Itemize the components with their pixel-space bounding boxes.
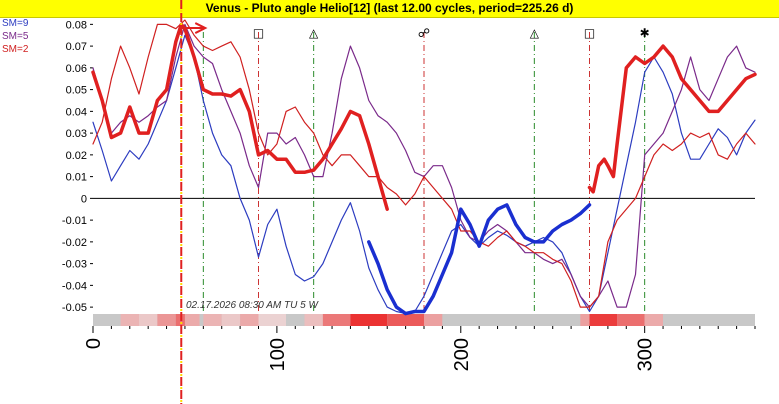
band-segment-3: [157, 314, 176, 326]
title-bar: [0, 0, 779, 18]
legend-sm2: SM=2: [2, 44, 29, 55]
band-segment-8: [221, 314, 241, 326]
band-segment-22: [663, 314, 755, 326]
y-tick-label: 0.01: [66, 172, 87, 184]
y-tick-label: 0.07: [66, 41, 87, 53]
aspect-glyph-240: △: [530, 26, 540, 40]
band-segment-5: [184, 314, 200, 326]
intensity-band: [93, 314, 755, 326]
band-segment-14: [350, 314, 388, 326]
band-segment-7: [203, 314, 222, 326]
y-tick-label: 0.04: [66, 106, 87, 118]
y-tick-label: 0: [81, 193, 87, 205]
y-axis: 0.08 0.07 0.06 0.05 0.04 0.03 0.02 0.01 0 -0.01 -0…: [62, 19, 755, 314]
series-lines: [91, 19, 757, 316]
time-cursor[interactable]: [179, 0, 208, 404]
x-axis: 0 100 200 300: [83, 326, 756, 371]
band-segment-18: [580, 314, 590, 326]
cursor-arrow-icon: [179, 22, 208, 34]
band-segment-19: [589, 314, 618, 326]
band-segment-11: [286, 314, 305, 326]
y-tick-label: 0.05: [66, 85, 87, 97]
chart-title: Venus - Pluto angle Helio[12] (last 12.0…: [205, 1, 574, 15]
aspect-glyph-120: △: [309, 26, 319, 40]
aspect-glyph-300: ✱: [640, 26, 650, 40]
band-segment-6: [199, 314, 204, 326]
band-segment-1: [120, 314, 139, 326]
series-bold-red-5: [587, 44, 757, 194]
x-tick-label: 200: [451, 338, 473, 371]
series-sm2: [92, 19, 756, 308]
cursor-date-label: 02.17.2026 08:30 AM TU 5 W: [186, 300, 318, 311]
y-tick-label: 0.02: [66, 150, 87, 162]
aspect-lines: □ △ ☍ △ □ ✱: [202, 26, 650, 314]
series-sm9: [92, 34, 756, 315]
series-bold-blue-4: [367, 203, 592, 316]
aspect-glyph-180: ☍: [418, 26, 430, 40]
band-segment-16: [424, 314, 443, 326]
aspect-glyph-270: □: [584, 26, 595, 40]
x-tick-label: 100: [267, 338, 289, 371]
y-tick-label: -0.03: [62, 259, 87, 271]
series-bold-red-3: [91, 22, 389, 211]
y-tick-label: 0.06: [66, 63, 87, 75]
y-tick-label: -0.01: [62, 215, 87, 227]
band-segment-20: [617, 314, 645, 326]
band-segment-15: [387, 314, 424, 326]
band-segment-10: [258, 314, 287, 326]
y-tick-label: 0.03: [66, 128, 87, 140]
y-tick-label: -0.02: [62, 237, 87, 249]
band-segment-17: [442, 314, 581, 326]
band-segment-9: [240, 314, 259, 326]
x-tick-label: 300: [635, 338, 657, 371]
aspect-glyph-90: □: [253, 26, 264, 40]
legend-sm5: SM=5: [2, 31, 29, 42]
y-tick-label: 0.08: [66, 19, 87, 31]
band-segment-12: [304, 314, 323, 326]
band-segment-0: [93, 314, 121, 326]
band-segment-13: [322, 314, 351, 326]
legend-sm9: SM=9: [2, 18, 29, 29]
y-tick-label: -0.05: [62, 302, 87, 314]
y-tick-label: -0.04: [62, 280, 87, 292]
band-segment-21: [644, 314, 664, 326]
x-tick-label: 0: [83, 338, 105, 349]
band-segment-2: [138, 314, 158, 326]
